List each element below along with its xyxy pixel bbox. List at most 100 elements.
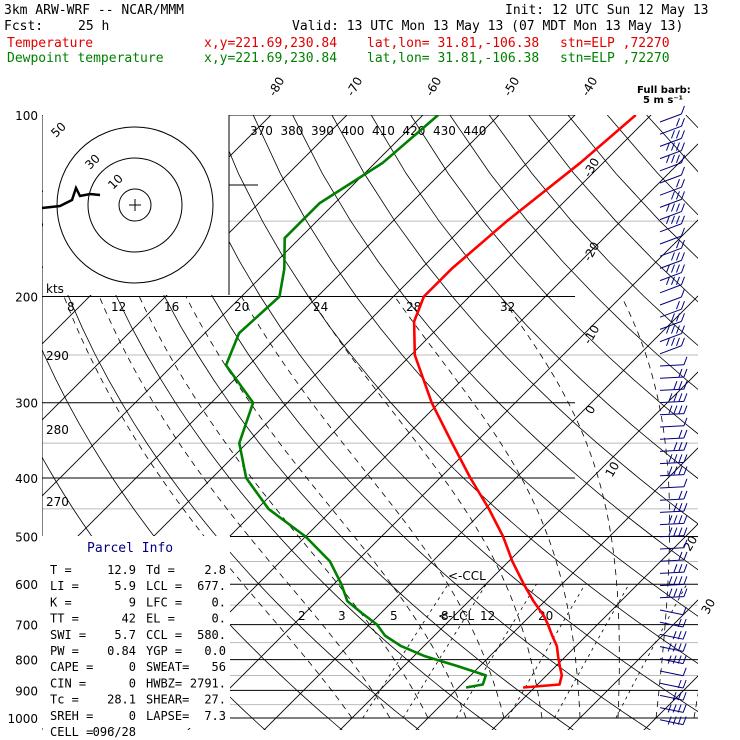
isotherm--30 [187, 219, 698, 730]
mixing-ratio-top-12: 12 [111, 300, 126, 314]
temperature-xy: x,y=221.69,230.84 [204, 36, 338, 51]
isotherm-label-30: 30 [698, 596, 718, 616]
wind-barb [659, 178, 685, 196]
wind-barbs [659, 105, 688, 726]
dry-adiabat-330 [252, 115, 698, 617]
parcel-label-a: LI = [50, 579, 79, 593]
parcel-value-a: 42 [122, 612, 136, 626]
parcel-value-a: 12.9 [107, 563, 136, 577]
theta-label-390: 390 [311, 124, 334, 138]
wind-barb [659, 288, 685, 306]
parcel-label-b: SWEAT= [146, 660, 189, 674]
mixing-ratio-low-5: 5 [390, 609, 398, 623]
wind-barb [659, 117, 685, 135]
parcel-label-b: EL = [146, 612, 175, 626]
parcel-value-a: 0.84 [107, 644, 136, 658]
isotherm-20 [567, 599, 698, 730]
wind-barb [659, 239, 685, 257]
parcel-value-a: 28.1 [107, 693, 136, 707]
wind-barb [659, 215, 685, 233]
dry-adiabat-360 [370, 115, 698, 480]
isotherm-0 [415, 447, 698, 730]
wind-barb [659, 166, 685, 184]
mixing-ratio-low-12: 12 [480, 609, 495, 623]
parcel-label-b: YGP = [146, 644, 182, 658]
temperature-latlon: lat,lon= 31.81,-106.38 [367, 36, 540, 51]
parcel-label-a: CELL = [50, 725, 93, 739]
model-title: 3km ARW-WRF -- NCAR/MMM [4, 3, 185, 18]
wind-barb [659, 679, 687, 689]
parcel-info-title: Parcel Info [87, 541, 173, 556]
moist-adiabat-20 [394, 296, 581, 719]
isotherm-label--60: -60 [422, 75, 444, 99]
dewpoint-station: stn=ELP ,72270 [560, 51, 670, 66]
dry-adiabat-390 [488, 115, 698, 347]
parcel-value-a: 0 [129, 660, 136, 674]
mixing-ratio-low-2: 2 [298, 609, 306, 623]
wind-barb [659, 300, 685, 318]
pressure-label-100: 100 [15, 109, 38, 123]
dewpoint-legend-label: Dewpoint temperature [7, 51, 164, 66]
theta-label-410: 410 [372, 124, 395, 138]
parcel-label-b: LCL = [146, 579, 182, 593]
wind-barb [659, 539, 688, 550]
moist-adiabat--10 [63, 296, 353, 719]
mixing-ratio-top-20: 20 [234, 300, 249, 314]
isotherm--10 [339, 371, 698, 730]
moist-adiabat-10 [241, 296, 505, 719]
wind-barb [659, 313, 685, 330]
mixing-ratio-12 [554, 584, 630, 719]
parcel-value-b: 0.0 [204, 644, 226, 658]
parcel-value-b: 0. [212, 612, 226, 626]
wind-barb [659, 276, 685, 294]
parcel-label-b: LFC = [146, 595, 182, 609]
isotherm--80 [42, 115, 424, 497]
wind-barb [659, 417, 688, 428]
theta-label-440: 440 [464, 124, 487, 138]
parcel-value-b: 2.8 [204, 563, 226, 577]
parcel-label-a: CAPE = [50, 660, 93, 674]
dry-adiabat-350 [331, 115, 698, 525]
theta-label-400: 400 [342, 124, 365, 138]
dry-adiabat-300 [134, 115, 651, 730]
parcel-label-b: LAPSE= [146, 709, 189, 723]
wind-barb [659, 716, 687, 726]
dry-adiabat-320 [213, 115, 698, 664]
pressure-label-300: 300 [15, 397, 38, 411]
dewpoint-profile [224, 115, 488, 689]
wind-barb [659, 337, 685, 355]
forecast-label: Fcst: [4, 19, 44, 34]
wind-barb [659, 643, 687, 652]
wind-barb [659, 454, 688, 465]
wind-barb [659, 325, 685, 343]
hodograph-trace [41, 184, 101, 210]
mixing-ratio-top-32: 32 [500, 300, 515, 314]
parcel-value-a: 9 [129, 595, 136, 609]
parcel-value-a: 0 [129, 676, 136, 690]
parcel-label-a: SREH = [50, 709, 93, 723]
parcel-value-b: 580. [197, 628, 226, 642]
temperature-profile [412, 115, 637, 689]
barb-legend-line1: Full barb: [637, 85, 691, 96]
pressure-label-700: 700 [15, 619, 38, 633]
wind-barb [659, 356, 688, 367]
wind-barb [659, 704, 687, 713]
wind-barb [659, 667, 687, 677]
wind-barb [659, 503, 688, 513]
wind-barb [659, 405, 688, 416]
parcel-value-a: 5.9 [114, 579, 136, 593]
mixing-ratio-top-16: 16 [164, 300, 179, 314]
dry-adiabat-370 [410, 115, 698, 435]
valid-time: Valid: 13 UTC Mon 13 May 13 (07 MDT Mon … [292, 19, 684, 34]
isotherm-10 [491, 523, 698, 730]
wind-barb [659, 588, 688, 599]
isotherm-40 [719, 102, 740, 731]
pressure-label-400: 400 [15, 472, 38, 486]
parcel-label-a: TT = [50, 612, 79, 626]
isotherm-label-20: 20 [680, 533, 700, 553]
theta-label-430: 430 [433, 124, 456, 138]
parcel-value-a: 096/28 [93, 725, 136, 739]
pressure-label-800: 800 [15, 654, 38, 668]
isotherm-label--80: -80 [265, 75, 287, 99]
wind-barb [659, 466, 688, 477]
